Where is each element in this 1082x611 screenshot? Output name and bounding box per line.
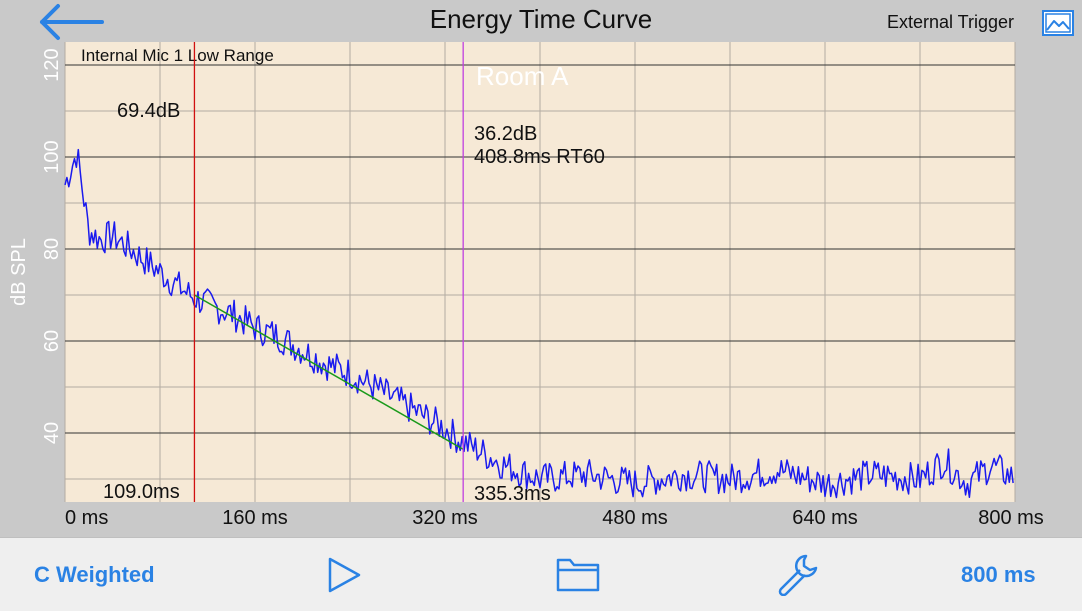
start-cursor-time-label: 109.0ms [103,481,180,503]
play-icon [328,557,361,593]
source-label: Internal Mic 1 Low Range [81,46,274,65]
etc-chart[interactable]: 40 60 80 100 120 dB SPL 0 ms 160 ms 320 ms 480 ms… [0,0,1082,537]
duration-button[interactable]: 800 ms [961,562,1036,587]
x-tick-label: 480 ms [602,507,668,529]
y-tick-label: 40 [41,422,63,444]
y-axis-label: dB SPL [8,238,30,306]
start-cursor-db-label: 69.4dB [117,100,180,122]
image-icon [1042,10,1074,36]
title-bar: Energy Time Curve External Trigger [0,0,1082,42]
back-button[interactable] [34,2,108,42]
room-label: Room A [476,61,569,91]
y-tick-label: 100 [41,140,63,173]
end-cursor-db-label: 36.2dB [474,123,537,145]
screenshot-button[interactable] [1040,8,1076,38]
bottom-toolbar: C Weighted 800 ms [0,537,1082,611]
page-title: Energy Time Curve [429,4,653,34]
settings-button[interactable] [776,552,822,601]
etc-curve [64,148,1014,499]
y-tick-label: 60 [41,330,63,352]
back-arrow-icon [40,4,104,40]
weighting-button[interactable]: C Weighted [34,562,155,587]
end-cursor-time-label: 335.3ms [474,483,551,505]
y-tick-label: 120 [41,48,63,81]
x-tick-label: 640 ms [792,507,858,529]
x-tick-label: 0 ms [65,507,108,529]
x-tick-label: 160 ms [222,507,288,529]
external-trigger-button[interactable]: External Trigger [886,12,1014,32]
wrench-icon [778,554,818,597]
y-tick-label: 80 [41,238,63,260]
rt60-label: 408.8ms RT60 [474,146,605,168]
play-button[interactable] [326,556,362,599]
open-file-button[interactable] [555,554,601,599]
folder-icon [556,558,600,592]
x-tick-label: 320 ms [412,507,478,529]
decay-fit-line [194,294,464,450]
x-tick-label: 800 ms [978,507,1044,529]
